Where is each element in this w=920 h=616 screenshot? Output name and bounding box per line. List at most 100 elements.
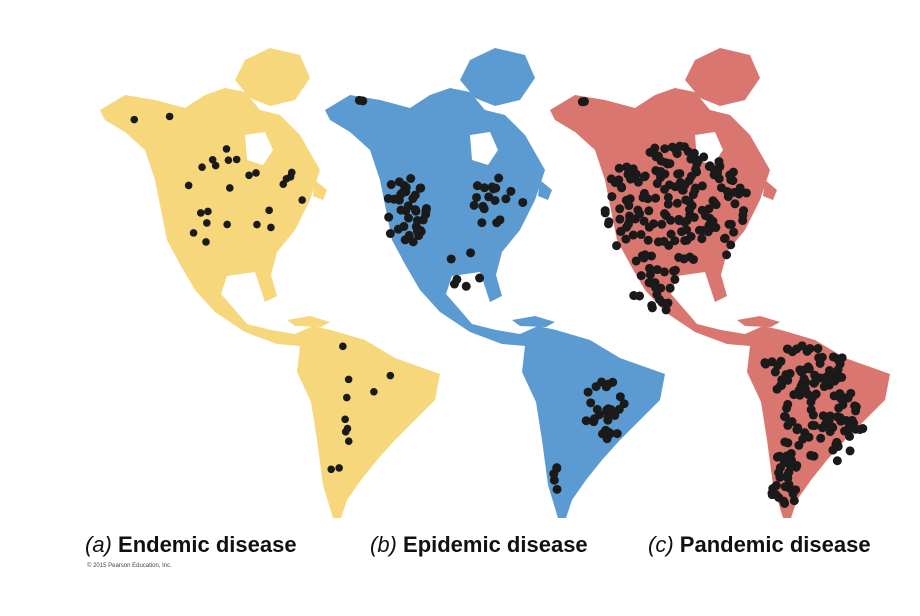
case-dot xyxy=(672,198,682,208)
case-dot xyxy=(810,421,820,431)
case-dot xyxy=(232,155,241,164)
caption-label: Epidemic disease xyxy=(403,532,588,557)
case-dot xyxy=(452,274,462,284)
captions: (a) Endemic disease (b) Epidemic disease… xyxy=(85,532,871,569)
case-dot xyxy=(386,180,396,190)
case-dot xyxy=(583,387,593,397)
case-dot xyxy=(411,206,421,216)
hudson-bay xyxy=(245,132,273,165)
case-dot xyxy=(339,342,347,351)
case-dot xyxy=(421,203,431,213)
case-dot xyxy=(603,379,613,389)
case-dot xyxy=(834,403,844,413)
case-dot xyxy=(501,194,511,204)
case-dot xyxy=(788,489,798,499)
case-dot xyxy=(661,305,671,315)
case-dot xyxy=(677,227,687,237)
case-dot xyxy=(490,195,500,205)
case-dot xyxy=(811,389,821,399)
case-dot xyxy=(647,300,657,310)
case-dot xyxy=(780,412,790,422)
case-dot xyxy=(685,252,695,262)
case-dot xyxy=(466,248,476,258)
case-dot xyxy=(552,484,562,494)
case-dot xyxy=(636,271,646,281)
case-dot xyxy=(495,215,505,225)
case-dot xyxy=(344,437,353,445)
case-dot xyxy=(794,440,804,450)
case-dot xyxy=(196,209,205,217)
map-panel xyxy=(550,48,890,518)
case-dot xyxy=(651,150,661,160)
case-dot xyxy=(400,235,410,245)
case-dot xyxy=(681,195,691,205)
case-dot xyxy=(406,173,416,183)
case-dot xyxy=(714,174,724,184)
case-dot xyxy=(265,206,273,215)
case-dot xyxy=(639,216,649,226)
case-dot xyxy=(673,169,683,179)
case-dot xyxy=(776,356,786,366)
case-dot xyxy=(855,424,865,434)
case-dot xyxy=(644,206,654,216)
case-dot xyxy=(670,274,680,284)
caption-label: Endemic disease xyxy=(118,532,297,557)
case-dot xyxy=(646,278,656,288)
case-dot xyxy=(298,196,306,204)
case-dot xyxy=(615,392,625,402)
case-dot xyxy=(767,357,777,367)
case-dot xyxy=(619,399,629,409)
case-dot xyxy=(491,183,501,193)
case-dot xyxy=(821,412,831,422)
case-dot xyxy=(412,226,422,236)
case-dot xyxy=(804,432,814,442)
case-dot xyxy=(659,267,669,277)
case-dot xyxy=(549,475,559,485)
case-dot xyxy=(828,445,838,455)
case-dot xyxy=(714,157,724,167)
case-dot xyxy=(645,270,655,280)
case-dot xyxy=(203,219,211,227)
case-dot xyxy=(780,437,790,447)
case-dot xyxy=(344,375,353,384)
case-dot xyxy=(472,192,482,202)
case-dot xyxy=(722,250,732,260)
case-dot xyxy=(666,215,676,225)
case-dot xyxy=(625,211,635,221)
case-dot xyxy=(652,265,662,275)
case-dot xyxy=(822,372,832,382)
case-dot xyxy=(335,464,343,472)
case-dot xyxy=(225,184,234,192)
case-dot xyxy=(638,193,648,203)
case-dot xyxy=(472,181,482,191)
case-dot xyxy=(683,147,693,157)
case-dot xyxy=(796,367,806,377)
case-dot xyxy=(711,200,721,210)
case-dot xyxy=(384,212,394,222)
case-dot xyxy=(600,208,610,218)
case-dot xyxy=(401,182,411,192)
case-dot xyxy=(383,193,393,203)
case-dot xyxy=(667,142,677,152)
case-dot xyxy=(654,294,664,304)
case-dot xyxy=(386,371,395,380)
case-dot xyxy=(728,167,738,177)
case-dot xyxy=(783,420,793,430)
case-dot xyxy=(799,384,809,394)
case-dot xyxy=(130,115,139,124)
case-dot xyxy=(631,169,641,179)
case-dot xyxy=(370,387,378,396)
case-dot xyxy=(680,217,690,227)
copyright: © 2015 Pearson Education, Inc. xyxy=(87,562,172,569)
case-dot xyxy=(815,358,825,368)
case-dot xyxy=(726,240,736,250)
case-dot xyxy=(816,433,826,443)
case-dot xyxy=(837,353,847,363)
case-dot xyxy=(591,382,601,392)
case-dot xyxy=(663,192,673,202)
caption-label: Pandemic disease xyxy=(680,532,871,557)
case-dot xyxy=(224,156,233,164)
case-dot xyxy=(327,465,335,474)
case-dot xyxy=(735,183,745,193)
